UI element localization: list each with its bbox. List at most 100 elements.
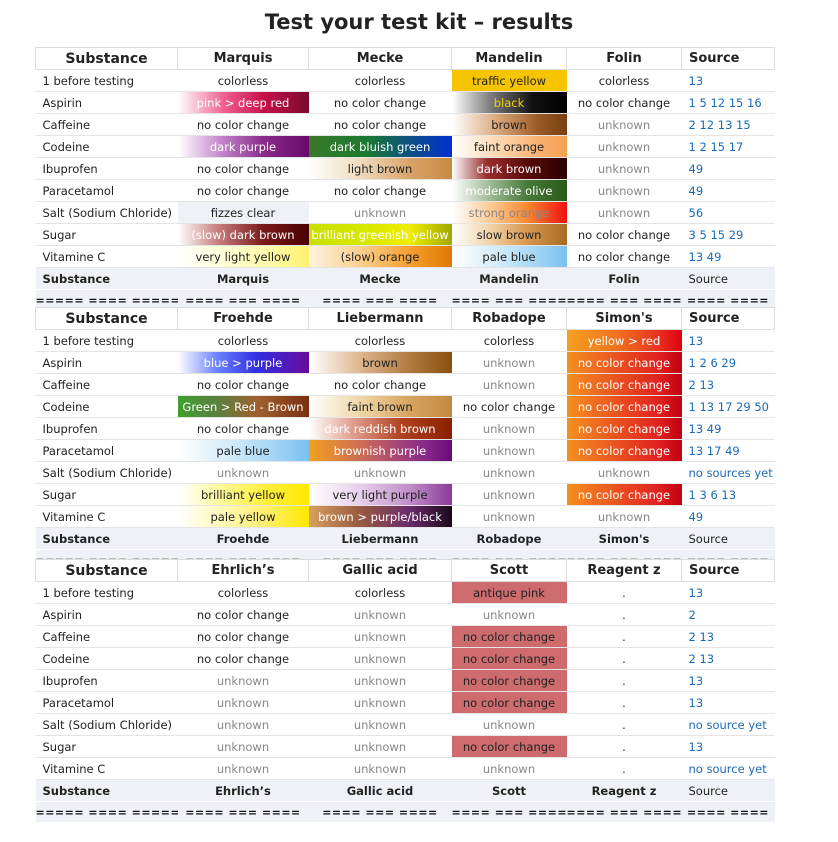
separator-cell: ==== === ====	[177, 289, 309, 310]
source-link[interactable]: 2	[681, 603, 775, 626]
source-link[interactable]: 56	[681, 201, 775, 224]
column-footer: Source	[681, 779, 775, 802]
source-link[interactable]: no source yet	[681, 757, 775, 780]
column-footer: Gallic acid	[308, 779, 452, 802]
source-link[interactable]: 13	[681, 69, 775, 92]
source-link[interactable]: 1 2 6 29	[681, 351, 775, 374]
source-link[interactable]: 49	[681, 157, 775, 180]
substance-cell: Salt (Sodium Chloride)	[35, 461, 178, 484]
source-link[interactable]: 13 49	[681, 245, 775, 268]
column-footer: Substance	[35, 779, 178, 802]
column-footer: Simon's	[566, 527, 682, 550]
result-cell: brown	[451, 113, 567, 136]
substance-cell: Ibuprofen	[35, 417, 178, 440]
separator-cell: ==== === ====	[566, 801, 682, 822]
result-cell: (slow) dark brown	[177, 223, 309, 246]
result-cell: blue > purple	[177, 351, 309, 374]
result-cell: no color change	[451, 735, 567, 758]
source-link[interactable]: 13	[681, 691, 775, 714]
column-footer: Mandelin	[451, 267, 567, 290]
column-header: Substance	[35, 307, 178, 330]
source-link[interactable]: 13 49	[681, 417, 775, 440]
result-cell: no color change	[177, 113, 309, 136]
result-cell: light brown	[308, 157, 452, 180]
table-row: Sugar (slow) dark brown brilliant greenish…	[35, 223, 775, 246]
substance-cell: Paracetamol	[35, 179, 178, 202]
result-cell: faint brown	[308, 395, 452, 418]
table-row: Ibuprofen no color change dark reddish bro…	[35, 417, 775, 440]
source-link[interactable]: 13	[681, 735, 775, 758]
result-cell: no color change	[566, 417, 682, 440]
result-cell: unknown	[451, 757, 567, 780]
result-cell: unknown	[308, 757, 452, 780]
result-cell: no color change	[451, 669, 567, 692]
result-cell: unknown	[566, 461, 682, 484]
result-cell: no color change	[566, 91, 682, 114]
result-cell: no color change	[177, 417, 309, 440]
table-row: 1 before testing colorless colorless colorl…	[35, 329, 775, 352]
result-cell: unknown	[451, 439, 567, 462]
table-row: Ibuprofen no color change light brown dark …	[35, 157, 775, 180]
column-header: Froehde	[177, 307, 309, 330]
table-row: 1 before testing colorless colorless traffi…	[35, 69, 775, 92]
result-cell: faint orange	[451, 135, 567, 158]
source-link[interactable]: 2 12 13 15	[681, 113, 775, 136]
result-cell: unknown	[177, 735, 309, 758]
page-title: Test your test kit – results	[264, 10, 574, 34]
source-link[interactable]: no sources yet	[681, 461, 775, 484]
substance-cell: Sugar	[35, 735, 178, 758]
source-link[interactable]: 13	[681, 329, 775, 352]
source-link[interactable]: 13	[681, 669, 775, 692]
result-cell: (slow) orange	[308, 245, 452, 268]
table-row: Paracetamol unknown unknown no color change…	[35, 691, 775, 714]
result-cell: dark reddish brown	[308, 417, 452, 440]
column-header: Liebermann	[308, 307, 452, 330]
result-cell: no color change	[308, 113, 452, 136]
source-link[interactable]: 1 13 17 29 50	[681, 395, 775, 418]
source-link[interactable]: 1 5 12 15 16	[681, 91, 775, 114]
source-link[interactable]: 2 13	[681, 373, 775, 396]
result-cell: no color change	[177, 157, 309, 180]
result-cell: slow brown	[451, 223, 567, 246]
substance-cell: 1 before testing	[35, 69, 178, 92]
result-cell: unknown	[566, 505, 682, 528]
column-footer: Scott	[451, 779, 567, 802]
column-footer: Substance	[35, 527, 178, 550]
source-link[interactable]: 13	[681, 581, 775, 604]
result-cell: no color change	[451, 395, 567, 418]
source-link[interactable]: 2 13	[681, 625, 775, 648]
result-cell: unknown	[308, 669, 452, 692]
result-cell: .	[566, 735, 682, 758]
substance-cell: Caffeine	[35, 625, 178, 648]
source-link[interactable]: 49	[681, 505, 775, 528]
result-cell: unknown	[451, 461, 567, 484]
substance-cell: Codeine	[35, 135, 178, 158]
source-link[interactable]: 1 3 6 13	[681, 483, 775, 506]
result-cell: unknown	[177, 461, 309, 484]
table-row: Salt (Sodium Chloride) unknown unknown unkn…	[35, 461, 775, 484]
separator-cell: ==== === ====	[566, 289, 682, 310]
source-link[interactable]: 13 17 49	[681, 439, 775, 462]
result-cell: dark brown	[451, 157, 567, 180]
result-cell: no color change	[177, 373, 309, 396]
result-cell: black	[451, 91, 567, 114]
result-cell: unknown	[451, 351, 567, 374]
result-cell: colorless	[308, 581, 452, 604]
result-cell: unknown	[308, 625, 452, 648]
source-link[interactable]: 3 5 15 29	[681, 223, 775, 246]
column-header: Folin	[566, 47, 682, 70]
column-footer: Source	[681, 527, 775, 550]
result-cell: unknown	[451, 603, 567, 626]
source-link[interactable]: 49	[681, 179, 775, 202]
result-cell: Green > Red - Brown	[177, 395, 309, 418]
result-cell: brilliant greenish yellow	[308, 223, 452, 246]
substance-cell: Codeine	[35, 647, 178, 670]
source-link[interactable]: 2 13	[681, 647, 775, 670]
separator-cell: ==== ====	[681, 289, 775, 310]
source-link[interactable]: 1 2 15 17	[681, 135, 775, 158]
result-cell: no color change	[566, 395, 682, 418]
source-link[interactable]: no source yet	[681, 713, 775, 736]
table-row: Caffeine no color change no color change un…	[35, 373, 775, 396]
table-row: Caffeine no color change unknown no color c…	[35, 625, 775, 648]
